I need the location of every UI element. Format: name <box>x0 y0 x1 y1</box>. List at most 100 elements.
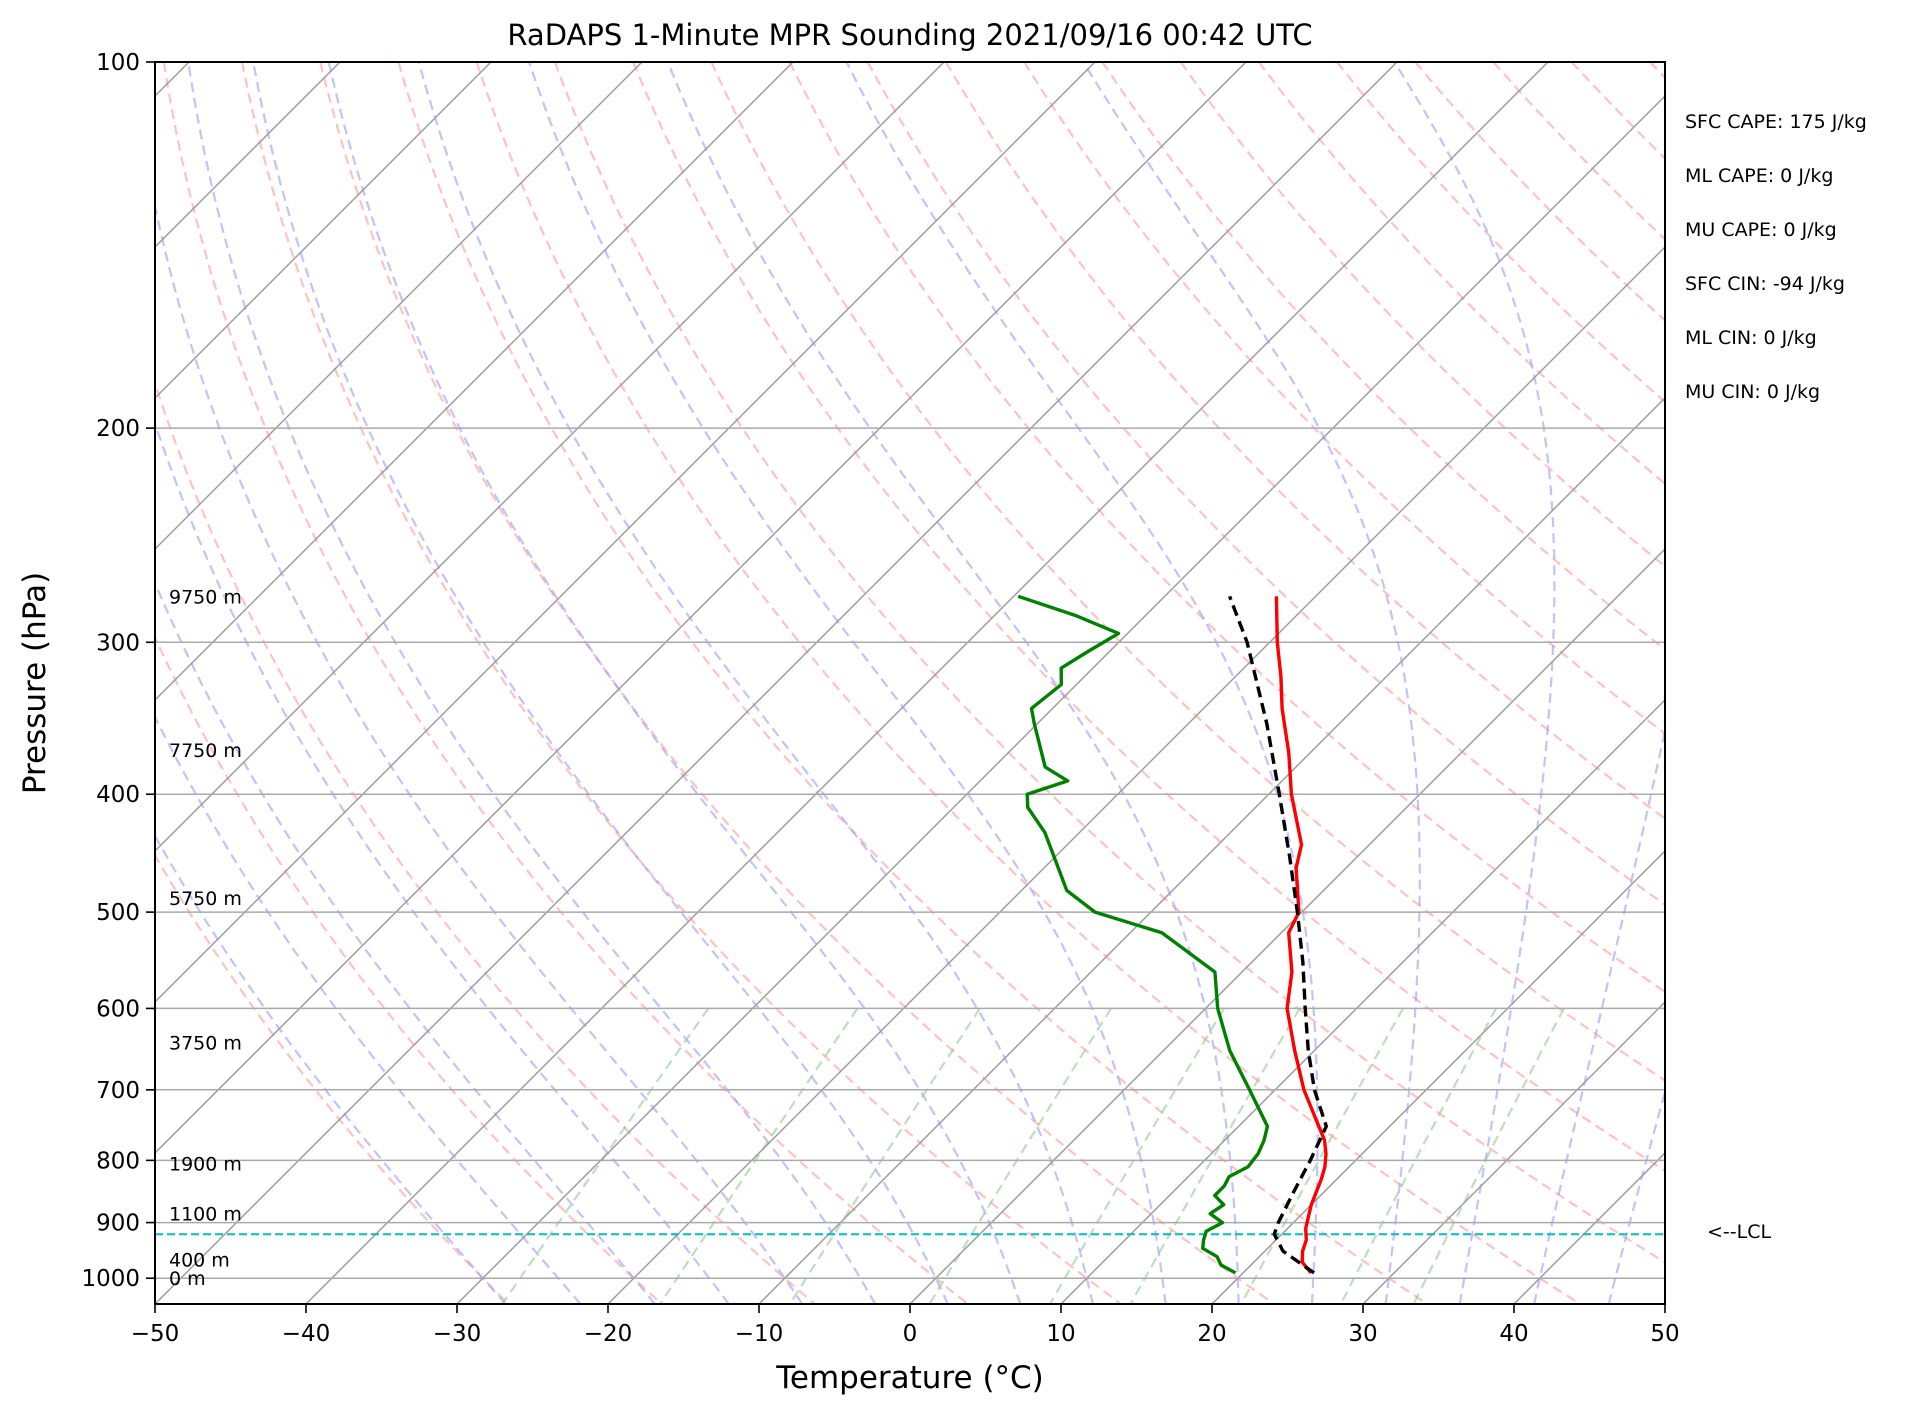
x-tick-label: 50 <box>1650 1321 1679 1347</box>
mixing-ratio-line <box>1049 1007 1226 1304</box>
isotherm <box>305 62 1549 1304</box>
height-label: 0 m <box>169 1268 206 1290</box>
dry-adiabat <box>1885 62 1911 1304</box>
mixing-ratio-line <box>1412 1007 1565 1304</box>
moist-adiabat <box>327 62 1022 1304</box>
x-tick-label: 20 <box>1197 1321 1226 1347</box>
dry-adiabat <box>1649 62 1665 80</box>
isotherm <box>155 62 1398 1304</box>
parameter-stat: SFC CAPE: 175 J/kg <box>1685 111 1867 133</box>
moist-adiabat <box>187 62 877 1304</box>
y-tick-label: 400 <box>96 782 140 808</box>
isotherm <box>155 62 643 550</box>
mixing-ratio-line <box>1129 1007 1301 1304</box>
mixing-ratio-line <box>928 1007 1112 1304</box>
isotherm <box>607 246 1665 1304</box>
dry-adiabat <box>710 62 1665 1082</box>
isotherm <box>155 62 945 852</box>
dry-adiabat <box>632 62 1665 1173</box>
mixing-ratio-line <box>659 1007 859 1304</box>
moist-adiabat <box>417 62 1094 1304</box>
x-tick-label: −30 <box>433 1321 482 1347</box>
parameter-stat: ML CIN: 0 J/kg <box>1685 327 1817 349</box>
moist-adiabat <box>1082 62 1421 1304</box>
isotherm <box>1211 850 1665 1304</box>
dry-adiabat <box>944 62 1665 820</box>
parcel-profile <box>1228 595 1328 1275</box>
dry-adiabat <box>319 62 1275 1304</box>
dry-adiabat <box>162 62 969 1304</box>
dry-adiabat <box>1728 62 1911 1304</box>
isotherm <box>155 62 492 399</box>
dry-adiabat <box>1023 62 1665 735</box>
mixing-ratio-line <box>788 1007 981 1304</box>
dry-adiabat <box>1336 62 1665 404</box>
x-tick-label: 0 <box>903 1321 918 1347</box>
moist-adiabat <box>845 62 1319 1304</box>
isotherm <box>1060 699 1665 1304</box>
dry-adiabat <box>1101 62 1665 651</box>
lcl-label: <--LCL <box>1707 1221 1772 1243</box>
y-tick-label: 200 <box>96 416 140 442</box>
dry-adiabat <box>397 62 1428 1304</box>
y-axis-label: Pressure (hPa) <box>17 572 53 794</box>
isotherm <box>909 548 1665 1304</box>
x-tick-label: −40 <box>282 1321 331 1347</box>
moist-adiabat <box>155 833 507 1304</box>
isotherm <box>1664 1303 1665 1304</box>
dry-adiabat <box>155 379 816 1304</box>
y-tick-label: 600 <box>96 996 140 1022</box>
mixing-ratio-line <box>1339 1007 1498 1304</box>
isotherm <box>1513 1152 1665 1304</box>
y-tick-label: 700 <box>96 1078 140 1104</box>
height-label: 1900 m <box>169 1154 242 1176</box>
dry-adiabat <box>155 853 510 1304</box>
moist-adiabat <box>155 580 656 1304</box>
y-tick-label: 800 <box>96 1148 140 1174</box>
y-tick-label: 900 <box>96 1211 140 1237</box>
isotherm <box>155 62 1096 1003</box>
isotherm <box>155 62 794 701</box>
moist-adiabat <box>155 201 804 1304</box>
y-tick-label: 300 <box>96 630 140 656</box>
y-tick-label: 100 <box>96 50 140 76</box>
moist-adiabat <box>666 62 1240 1304</box>
dry-adiabat <box>866 62 1665 906</box>
chart-title: RaDAPS 1-Minute MPR Sounding 2021/09/16 … <box>507 18 1312 52</box>
x-tick-label: 10 <box>1046 1321 1075 1347</box>
moist-adiabat <box>252 62 949 1304</box>
dry-adiabat <box>1570 62 1665 161</box>
dry-adiabat <box>788 62 1665 994</box>
height-label: 9750 m <box>169 586 242 608</box>
moist-adiabat <box>1393 62 1556 1304</box>
dry-adiabat <box>1806 62 1911 1304</box>
temperature-profile <box>1274 596 1328 1274</box>
isotherm <box>1362 1001 1665 1304</box>
parameter-stat: SFC CIN: -94 J/kg <box>1685 273 1845 295</box>
moist-adiabat <box>528 62 1167 1304</box>
x-tick-label: −50 <box>131 1321 180 1347</box>
height-label: 5750 m <box>169 888 242 910</box>
x-axis-label: Temperature (°C) <box>775 1360 1044 1396</box>
dewpoint-profile <box>1017 594 1270 1275</box>
parameter-stat: MU CAPE: 0 J/kg <box>1685 219 1837 241</box>
x-tick-label: −20 <box>584 1321 633 1347</box>
moist-adiabat <box>1533 724 1665 1304</box>
x-tick-label: 30 <box>1348 1321 1377 1347</box>
height-label: 3750 m <box>169 1032 242 1054</box>
dry-adiabat <box>553 62 1665 1264</box>
height-label: 7750 m <box>169 740 242 762</box>
moist-adiabat <box>155 714 582 1304</box>
isotherm <box>456 95 1665 1304</box>
mixing-ratio-line <box>501 1007 710 1304</box>
x-tick-label: −10 <box>735 1321 784 1347</box>
dry-adiabat <box>155 635 663 1304</box>
dry-adiabat <box>1492 62 1665 241</box>
y-tick-label: 1000 <box>81 1266 140 1292</box>
dry-adiabat <box>475 62 1581 1304</box>
isotherm <box>758 397 1665 1304</box>
x-tick-label: 40 <box>1499 1321 1528 1347</box>
height-label: 1100 m <box>169 1204 242 1226</box>
isotherm <box>155 62 1247 1154</box>
